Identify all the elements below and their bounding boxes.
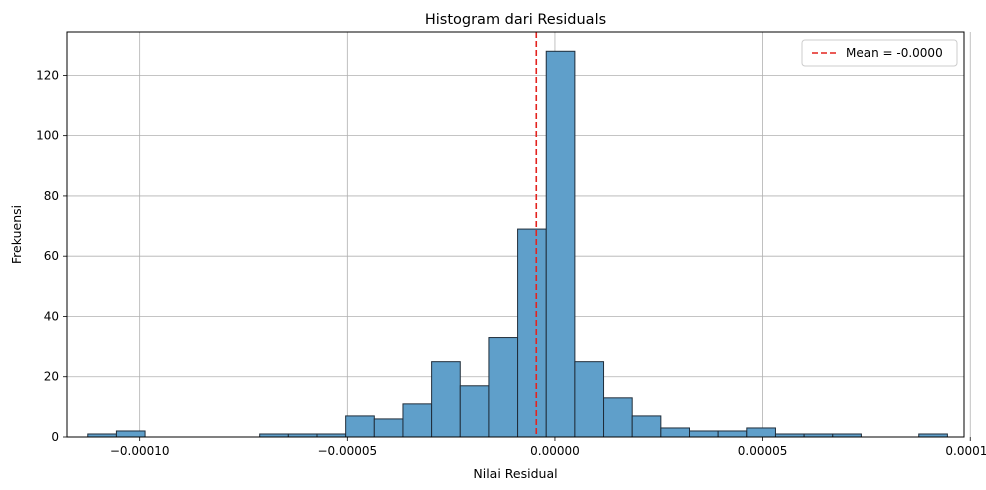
x-axis-label: Nilai Residual xyxy=(473,466,557,481)
y-axis-ticks: 0 20 40 60 80 100 120 xyxy=(36,68,67,444)
histogram-bar-16 xyxy=(545,50,576,438)
y-tick-label-5: 100 xyxy=(36,129,59,143)
y-axis-label: Frekuensi xyxy=(9,205,24,264)
y-tick-label-6: 120 xyxy=(36,68,59,82)
histogram-bar-10 xyxy=(373,418,404,438)
histogram-bar-21 xyxy=(689,430,719,438)
histogram-bar-13 xyxy=(459,385,490,438)
histogram-bar-19 xyxy=(631,415,662,438)
chart-title: Histogram dari Residuals xyxy=(425,12,606,28)
x-tick-label-3: 0.00005 xyxy=(738,444,788,458)
legend-box xyxy=(801,39,958,67)
histogram-bar-9 xyxy=(345,415,375,438)
legend-label-mean: Mean = -0.0000 xyxy=(846,46,943,60)
x-axis-ticks: −0.00010 −0.00005 0.00000 0.00005 0.00010 xyxy=(110,437,986,458)
histogram-bar-1 xyxy=(115,430,146,438)
x-tick-label-0: −0.00010 xyxy=(110,444,170,458)
x-tick-label-4: 0.00010 xyxy=(945,444,986,458)
x-tick-label-2: 0.00000 xyxy=(530,444,580,458)
y-tick-label-1: 20 xyxy=(44,370,59,384)
histogram-bar-22 xyxy=(717,430,748,438)
plot-frame xyxy=(66,31,965,438)
histogram-bars xyxy=(87,50,948,438)
histogram-bar-15 xyxy=(517,228,547,438)
histogram-bar-20 xyxy=(660,427,691,438)
histogram-bar-11 xyxy=(402,403,433,438)
y-tick-label-3: 60 xyxy=(44,249,59,263)
y-tick-label-4: 80 xyxy=(44,189,59,203)
histogram-bar-23 xyxy=(746,427,776,438)
histogram-bar-14 xyxy=(488,337,519,438)
legend: Mean = -0.0000 xyxy=(801,39,958,67)
histogram-bar-12 xyxy=(431,361,461,438)
x-tick-label-1: −0.00005 xyxy=(317,444,377,458)
histogram-bar-17 xyxy=(574,361,605,438)
histogram-bar-18 xyxy=(603,397,633,438)
y-tick-label-2: 40 xyxy=(44,309,59,323)
y-tick-label-0: 0 xyxy=(51,430,59,444)
